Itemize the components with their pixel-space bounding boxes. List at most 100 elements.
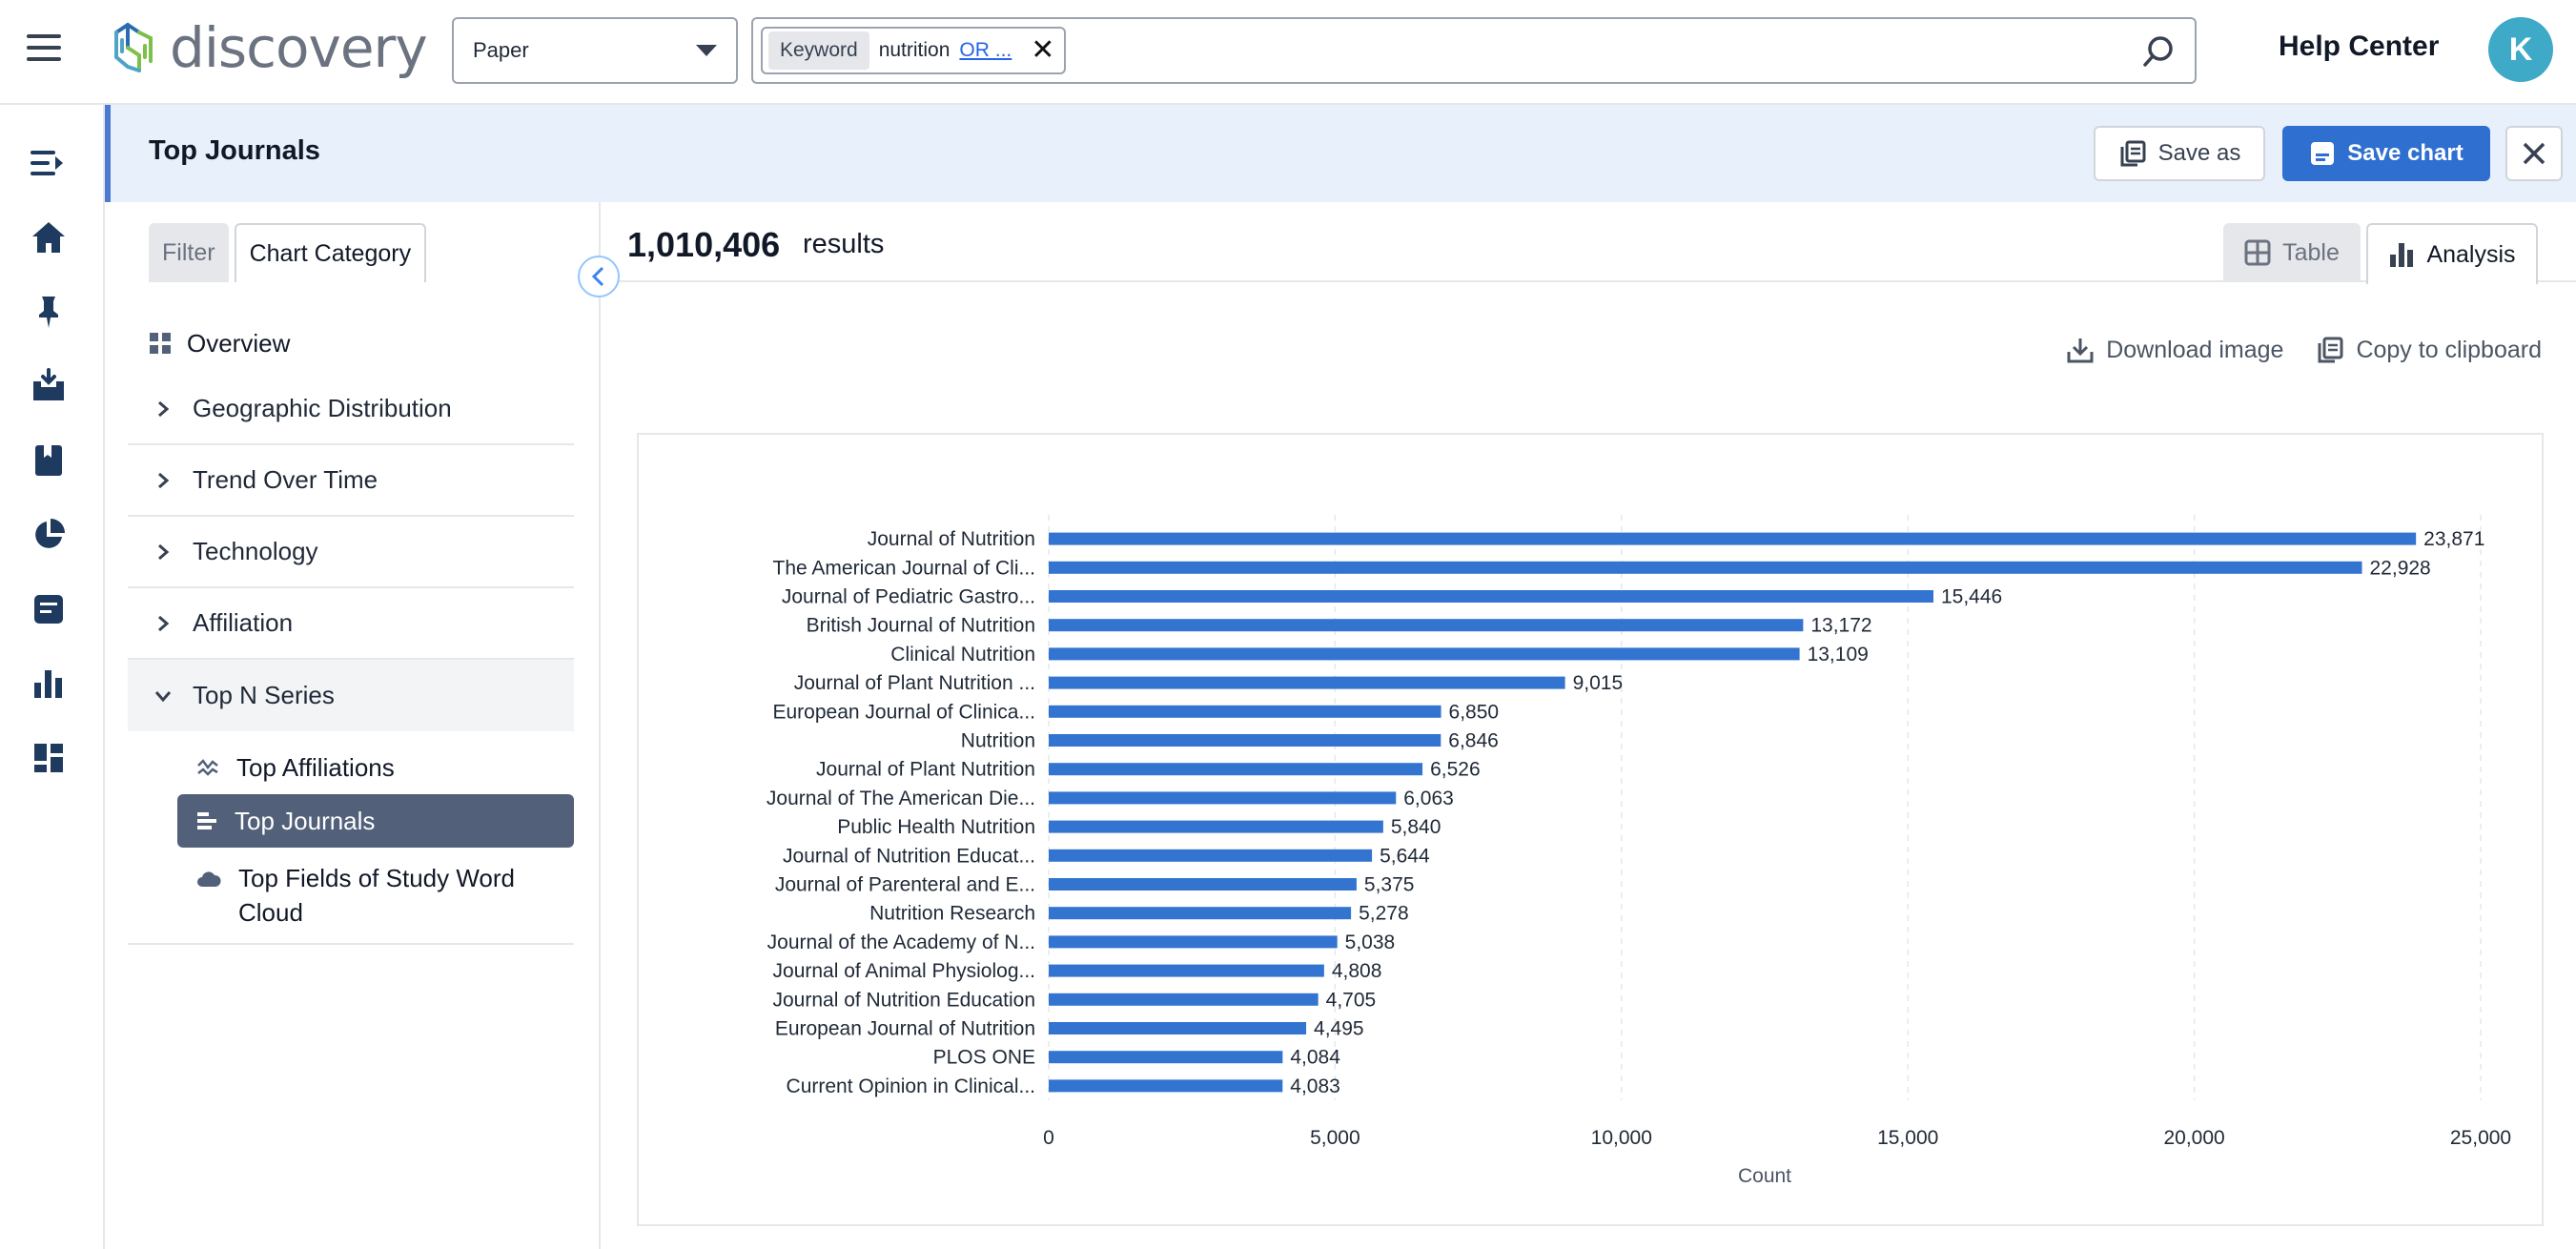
chart-container: Journal of Nutrition23,871The American J… <box>637 433 2544 1226</box>
keyword-chip[interactable]: Keyword nutrition OR ... ✕ <box>761 27 1066 74</box>
tab-filter[interactable]: Filter <box>149 223 229 282</box>
help-center-link[interactable]: Help Center <box>2279 31 2439 63</box>
top-bar: discovery Paper Keyword nutrition OR ...… <box>0 0 2576 105</box>
close-chart-button[interactable] <box>2505 126 2563 181</box>
inbox-icon[interactable] <box>31 368 67 404</box>
category-label: European Journal of Clinica... <box>773 701 1036 723</box>
close-icon[interactable]: ✕ <box>1031 36 1054 65</box>
avatar[interactable]: K <box>2488 17 2553 82</box>
bar-chart-icon <box>2388 241 2415 268</box>
data-label: 4,084 <box>1290 1047 1340 1069</box>
chart-bar <box>1049 734 1441 747</box>
app-logo[interactable]: discovery <box>107 17 427 78</box>
sub-item-top-journals[interactable]: Top Journals <box>177 794 574 848</box>
category-label: Journal of Nutrition Education <box>773 989 1036 1011</box>
chart-bar <box>1049 562 2362 574</box>
saved-icon[interactable] <box>31 591 67 627</box>
data-label: 4,083 <box>1290 1075 1340 1097</box>
table-icon <box>2244 239 2271 266</box>
tree-item-geographic[interactable]: Geographic Distribution <box>128 374 574 445</box>
category-label: Journal of Nutrition Educat... <box>783 845 1035 867</box>
tree-item-trend[interactable]: Trend Over Time <box>128 445 574 517</box>
chart-bar <box>1049 821 1383 833</box>
app-name: discovery <box>170 15 427 80</box>
category-label: Journal of Pediatric Gastro... <box>782 586 1035 608</box>
save-chart-button[interactable]: Save chart <box>2282 126 2490 181</box>
sub-item-word-cloud[interactable]: Top Fields of Study Word Cloud <box>128 848 574 945</box>
tree-item-label: Trend Over Time <box>193 465 378 495</box>
dashboard-icon[interactable] <box>31 740 67 776</box>
chevron-right-icon <box>154 472 172 489</box>
pin-icon[interactable] <box>31 294 67 330</box>
tree-item-label: Affiliation <box>193 608 293 638</box>
data-label: 4,495 <box>1314 1018 1364 1040</box>
tree-item-affiliation[interactable]: Affiliation <box>128 588 574 660</box>
chart-bar <box>1049 1079 1282 1092</box>
chip-value: nutrition <box>879 39 951 62</box>
clipboard-icon <box>2316 336 2344 364</box>
copy-icon <box>2118 139 2147 168</box>
sub-item-top-affiliations[interactable]: Top Affiliations <box>128 741 574 794</box>
home-icon[interactable] <box>31 219 67 256</box>
data-label: 6,846 <box>1448 730 1499 752</box>
chart-actions: Download image Copy to clipboard <box>2066 336 2542 364</box>
data-label: 4,808 <box>1332 960 1382 982</box>
search-type-select[interactable]: Paper <box>452 17 738 84</box>
data-label: 13,109 <box>1808 644 1869 665</box>
tree-item-label: Top N Series <box>193 681 335 710</box>
page-title: Top Journals <box>149 135 320 167</box>
tree-item-technology[interactable]: Technology <box>128 517 574 588</box>
category-label: Journal of The American Die... <box>767 788 1035 809</box>
save-chart-label: Save chart <box>2347 140 2463 167</box>
sub-item-label: Top Fields of Study Word Cloud <box>238 861 524 930</box>
category-label: Public Health Nutrition <box>837 816 1035 838</box>
copy-to-clipboard-label: Copy to clipboard <box>2356 337 2542 364</box>
book-icon[interactable] <box>31 442 67 479</box>
tab-chart-category[interactable]: Chart Category <box>235 223 427 282</box>
chart-bar <box>1049 791 1396 804</box>
x-tick-label: 15,000 <box>1877 1127 1938 1149</box>
data-label: 5,644 <box>1380 845 1430 867</box>
bar-chart: Journal of Nutrition23,871The American J… <box>639 435 2542 1224</box>
pie-chart-icon[interactable] <box>31 517 67 553</box>
tab-table-view[interactable]: Table <box>2223 223 2361 282</box>
expand-menu-icon[interactable] <box>31 145 67 181</box>
category-label: Journal of Parenteral and E... <box>775 874 1035 896</box>
data-label: 22,928 <box>2370 557 2431 579</box>
data-label: 5,038 <box>1345 932 1396 953</box>
chip-more-link[interactable]: OR ... <box>959 39 1012 62</box>
data-label: 5,375 <box>1364 874 1415 896</box>
results-count: 1,010,406 <box>627 225 780 265</box>
chevron-right-icon <box>154 615 172 632</box>
chart-bar <box>1049 647 1800 660</box>
category-label: British Journal of Nutrition <box>807 615 1035 637</box>
search-input[interactable]: Keyword nutrition OR ... ✕ <box>751 17 2197 84</box>
menu-icon[interactable] <box>27 34 61 63</box>
logo-mark-icon <box>107 19 164 76</box>
download-image-button[interactable]: Download image <box>2066 336 2283 364</box>
save-as-button[interactable]: Save as <box>2094 126 2265 181</box>
collapse-panel-button[interactable] <box>578 256 620 297</box>
category-tree: Overview Geographic Distribution Trend O… <box>128 313 574 945</box>
copy-to-clipboard-button[interactable]: Copy to clipboard <box>2316 336 2542 364</box>
results-label: results <box>803 229 884 260</box>
search-icon[interactable] <box>2141 34 2176 69</box>
tree-item-overview[interactable]: Overview <box>128 313 574 374</box>
category-label: Journal of Plant Nutrition <box>816 759 1035 781</box>
chip-tag: Keyword <box>768 31 869 70</box>
x-tick-label: 0 <box>1043 1127 1054 1149</box>
chart-bar <box>1049 965 1324 977</box>
data-label: 13,172 <box>1810 615 1871 637</box>
tree-item-label: Overview <box>187 329 290 358</box>
tab-analysis-view[interactable]: Analysis <box>2366 223 2538 284</box>
bar-chart-icon[interactable] <box>31 665 67 702</box>
download-image-label: Download image <box>2106 337 2283 364</box>
chart-bar <box>1049 935 1338 948</box>
tree-item-label: Technology <box>193 537 318 566</box>
sub-item-label: Top Journals <box>235 807 375 836</box>
data-label: 9,015 <box>1573 672 1624 694</box>
data-label: 23,871 <box>2423 528 2484 550</box>
tree-item-top-n-series[interactable]: Top N Series <box>128 660 574 731</box>
chevron-left-icon <box>590 266 607 287</box>
x-tick-label: 10,000 <box>1591 1127 1652 1149</box>
